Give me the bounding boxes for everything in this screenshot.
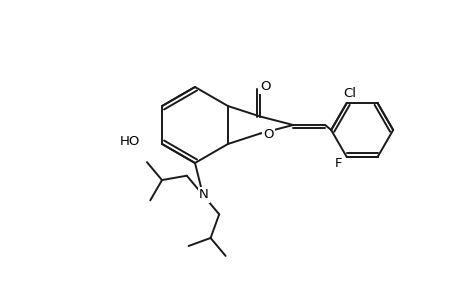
Text: F: F <box>334 157 341 170</box>
Text: O: O <box>263 128 273 141</box>
Text: O: O <box>259 80 270 93</box>
Text: Cl: Cl <box>342 87 355 100</box>
Text: HO: HO <box>119 134 140 148</box>
Text: N: N <box>199 188 208 202</box>
